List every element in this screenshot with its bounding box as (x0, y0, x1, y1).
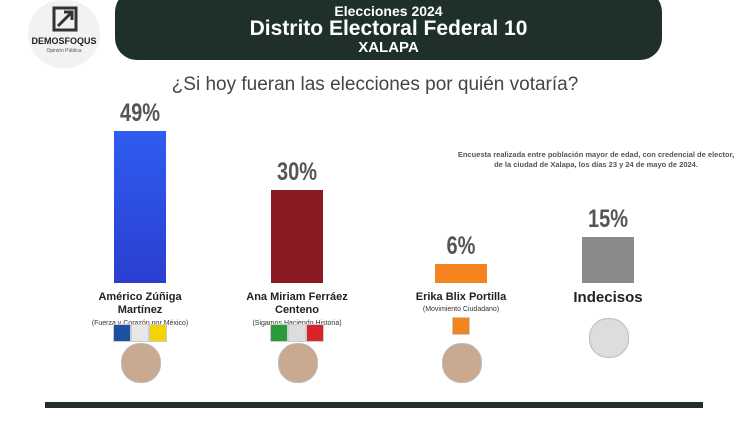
logo-tagline: Opinión Pública (46, 48, 82, 54)
avatar (278, 343, 318, 383)
value-label: 15% (587, 204, 629, 233)
value-label: 49% (119, 99, 161, 128)
footer-bar (45, 402, 703, 408)
category-label: Américo Zúñiga Martínez (98, 291, 182, 316)
avatar (121, 343, 161, 383)
bar (435, 264, 487, 283)
category-label: Ana Miriam Ferráez Centeno (246, 291, 348, 316)
header-title: Distrito Electoral Federal 10 (249, 17, 528, 40)
logo-badge: DEMOSFOQUS Opinión Pública (28, 0, 100, 68)
party-logo (288, 324, 306, 342)
party-logo (270, 324, 288, 342)
bar (582, 236, 634, 283)
header-kicker: Elecciones 2024 (334, 3, 443, 19)
logo-name: DEMOSFOQUS (31, 36, 97, 46)
party-logo (149, 324, 167, 342)
category-label: Erika Blix Portilla (415, 291, 507, 303)
coalition-label: (Fuerza y Corazón por México) (91, 320, 189, 327)
coalition-label: (Sigamos Haciendo Historia) (252, 320, 342, 327)
header-subtitle: XALAPA (358, 39, 419, 56)
party-logo (131, 324, 149, 342)
party-logo (306, 324, 324, 342)
note: Encuesta realizada entre población mayor… (457, 150, 735, 169)
avatar (442, 343, 482, 383)
category-label: Indecisos (573, 289, 643, 306)
avatar (589, 318, 629, 358)
chart-title: ¿Si hoy fueran las elecciones por quién … (171, 74, 579, 95)
bar (114, 131, 166, 283)
party-logo (113, 324, 131, 342)
party-logo (452, 317, 470, 335)
header-box: Elecciones 2024 Distrito Electoral Feder… (115, 0, 662, 60)
value-label: 6% (446, 232, 476, 261)
logo-icon (52, 6, 78, 32)
coalition-label: (Movimiento Ciudadano) (422, 306, 500, 313)
bar (271, 190, 323, 283)
value-label: 30% (276, 158, 318, 186)
